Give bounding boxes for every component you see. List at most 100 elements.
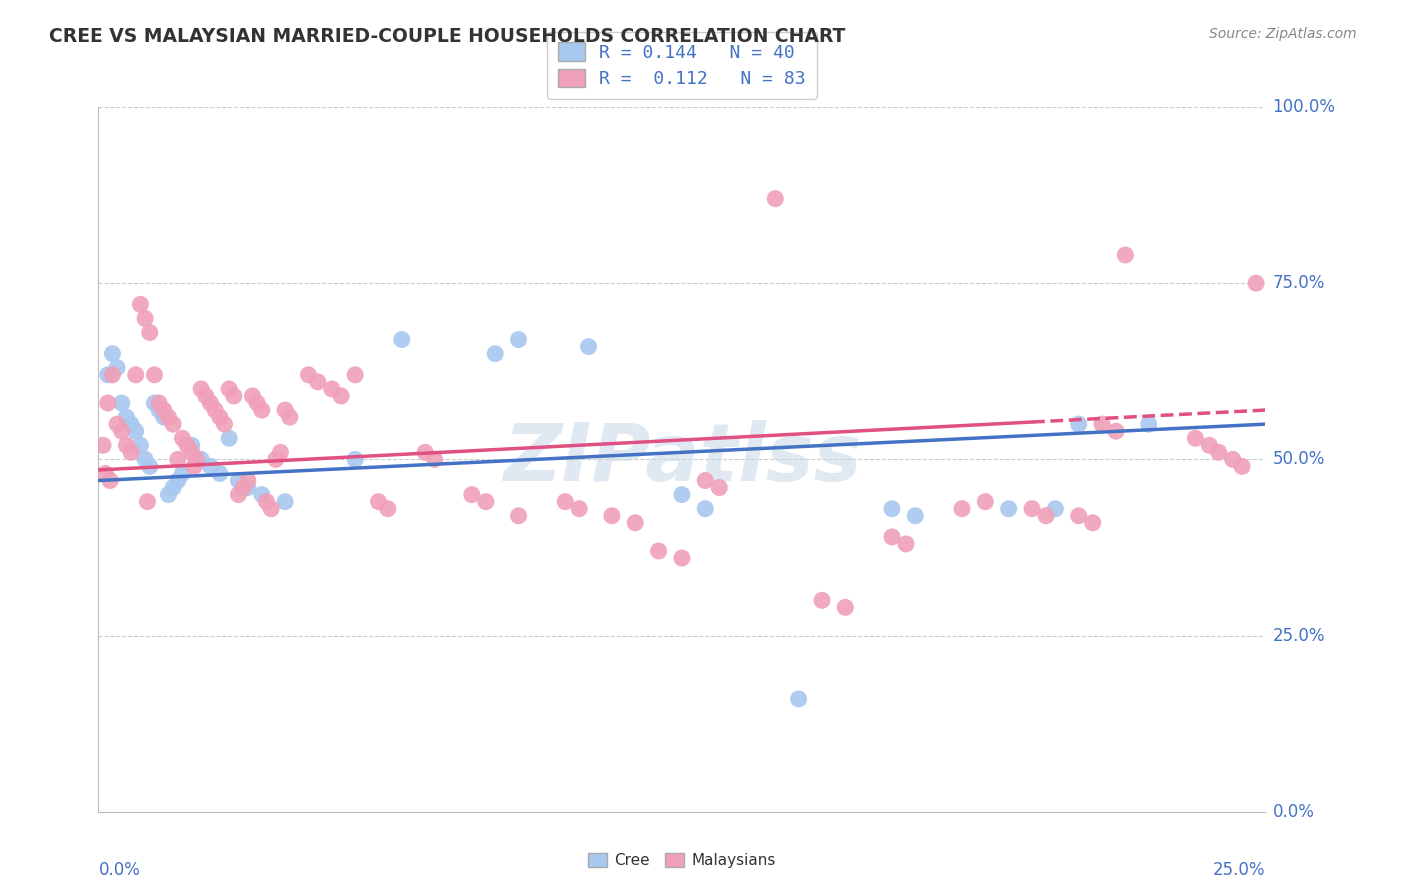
- Point: [1184, 431, 1206, 445]
- Point: [894, 537, 917, 551]
- Point: [344, 452, 367, 467]
- Point: [101, 346, 124, 360]
- Point: [321, 382, 343, 396]
- Text: 0.0%: 0.0%: [98, 861, 141, 879]
- Point: [94, 467, 117, 481]
- Point: [950, 501, 973, 516]
- Point: [274, 494, 297, 508]
- Point: [811, 593, 834, 607]
- Point: [120, 417, 142, 431]
- Point: [200, 459, 222, 474]
- Point: [129, 438, 152, 452]
- Point: [1222, 452, 1244, 467]
- Text: 100.0%: 100.0%: [1272, 98, 1336, 116]
- Point: [129, 297, 152, 311]
- Point: [134, 311, 156, 326]
- Point: [194, 389, 217, 403]
- Point: [307, 375, 329, 389]
- Point: [136, 494, 159, 508]
- Point: [222, 389, 245, 403]
- Point: [250, 403, 273, 417]
- Point: [111, 424, 134, 438]
- Point: [190, 452, 212, 467]
- Point: [152, 410, 174, 425]
- Point: [134, 452, 156, 467]
- Point: [274, 403, 297, 417]
- Point: [115, 438, 138, 452]
- Text: 25.0%: 25.0%: [1213, 861, 1265, 879]
- Point: [152, 403, 174, 417]
- Point: [162, 417, 184, 431]
- Point: [1021, 501, 1043, 516]
- Point: [186, 452, 208, 467]
- Point: [600, 508, 623, 523]
- Point: [180, 445, 202, 459]
- Point: [98, 474, 121, 488]
- Text: ZIPatlss: ZIPatlss: [503, 420, 860, 499]
- Point: [139, 326, 162, 340]
- Point: [172, 467, 194, 481]
- Point: [256, 494, 278, 508]
- Point: [484, 346, 506, 360]
- Point: [367, 494, 389, 508]
- Text: CREE VS MALAYSIAN MARRIED-COUPLE HOUSEHOLDS CORRELATION CHART: CREE VS MALAYSIAN MARRIED-COUPLE HOUSEHO…: [49, 27, 845, 45]
- Point: [214, 417, 236, 431]
- Point: [101, 368, 124, 382]
- Point: [554, 494, 576, 508]
- Point: [413, 445, 436, 459]
- Point: [624, 516, 647, 530]
- Point: [148, 403, 170, 417]
- Point: [236, 474, 259, 488]
- Point: [391, 333, 413, 347]
- Point: [148, 396, 170, 410]
- Point: [461, 487, 484, 501]
- Text: 50.0%: 50.0%: [1272, 450, 1324, 468]
- Point: [709, 481, 731, 495]
- Point: [166, 474, 188, 488]
- Point: [1081, 516, 1104, 530]
- Legend: Cree, Malaysians: Cree, Malaysians: [582, 847, 782, 874]
- Point: [180, 438, 202, 452]
- Point: [647, 544, 669, 558]
- Point: [1091, 417, 1114, 431]
- Point: [120, 445, 142, 459]
- Point: [1230, 459, 1253, 474]
- Point: [228, 487, 250, 501]
- Point: [91, 438, 114, 452]
- Point: [162, 481, 184, 495]
- Point: [176, 438, 198, 452]
- Text: 25.0%: 25.0%: [1272, 626, 1324, 645]
- Point: [278, 410, 301, 425]
- Point: [157, 410, 180, 425]
- Point: [250, 487, 273, 501]
- Point: [242, 389, 264, 403]
- Point: [208, 467, 231, 481]
- Point: [143, 368, 166, 382]
- Point: [1208, 445, 1230, 459]
- Point: [166, 452, 188, 467]
- Point: [204, 403, 226, 417]
- Point: [1114, 248, 1136, 262]
- Text: 75.0%: 75.0%: [1272, 274, 1324, 293]
- Point: [139, 459, 162, 474]
- Point: [115, 410, 138, 425]
- Point: [695, 501, 717, 516]
- Point: [125, 368, 148, 382]
- Point: [787, 692, 810, 706]
- Point: [183, 459, 205, 474]
- Point: [157, 487, 180, 501]
- Point: [208, 410, 231, 425]
- Point: [236, 481, 259, 495]
- Point: [200, 396, 222, 410]
- Point: [508, 333, 530, 347]
- Point: [232, 481, 254, 495]
- Point: [218, 382, 240, 396]
- Point: [1035, 508, 1057, 523]
- Point: [143, 396, 166, 410]
- Point: [578, 340, 600, 354]
- Point: [190, 382, 212, 396]
- Point: [1067, 417, 1090, 431]
- Point: [218, 431, 240, 445]
- Point: [105, 360, 128, 375]
- Point: [974, 494, 997, 508]
